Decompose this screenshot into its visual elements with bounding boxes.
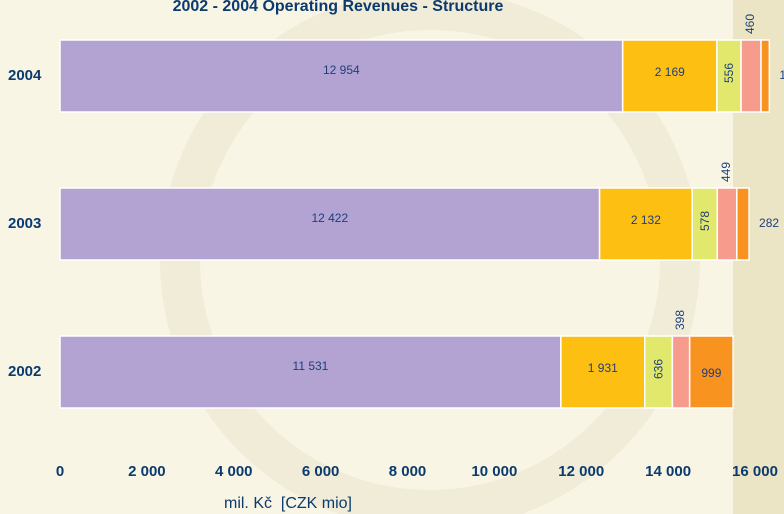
data-label: 191 bbox=[779, 68, 784, 82]
data-label: 1 931 bbox=[588, 361, 618, 375]
bar-segment bbox=[621, 39, 718, 113]
data-label: 460 bbox=[743, 14, 757, 34]
data-label: 12 954 bbox=[323, 63, 360, 77]
x-tick-label: 14 000 bbox=[645, 463, 691, 480]
data-label: 556 bbox=[722, 63, 736, 83]
x-tick-label: 4 000 bbox=[215, 463, 253, 480]
bar-segment bbox=[716, 39, 742, 113]
bar-segment bbox=[59, 335, 562, 409]
data-label: 2 169 bbox=[655, 65, 685, 79]
x-axis-label: mil. Kč [CZK mio] bbox=[224, 495, 352, 512]
x-tick-label: 6 000 bbox=[302, 463, 340, 480]
bar-segment bbox=[671, 335, 691, 409]
bar-segment bbox=[560, 335, 646, 409]
data-label: 11 531 bbox=[293, 359, 329, 373]
data-label: 2 132 bbox=[631, 213, 661, 227]
x-tick-label: 16 000 bbox=[732, 463, 778, 480]
bar-segment bbox=[644, 335, 674, 409]
x-tick-label: 10 000 bbox=[471, 463, 517, 480]
bar-segment bbox=[760, 39, 771, 113]
x-tick-label: 2 000 bbox=[128, 463, 166, 480]
y-tick-label: 2004 bbox=[8, 67, 42, 84]
data-label: 999 bbox=[701, 366, 721, 380]
data-label: 12 422 bbox=[311, 211, 348, 225]
bar-segment bbox=[59, 39, 624, 113]
bar-segment bbox=[598, 187, 693, 261]
data-label: 636 bbox=[652, 359, 666, 379]
data-label: 449 bbox=[719, 162, 733, 182]
bar-segment bbox=[59, 187, 601, 261]
bar-segment bbox=[740, 39, 762, 113]
y-tick-label: 2002 bbox=[8, 363, 41, 380]
y-tick-label: 2003 bbox=[8, 215, 41, 232]
bar-segment bbox=[736, 187, 750, 261]
x-tick-label: 12 000 bbox=[558, 463, 604, 480]
data-label: 398 bbox=[673, 310, 687, 330]
x-tick-label: 8 000 bbox=[389, 463, 427, 480]
chart-title: 2002 - 2004 Operating Revenues - Structu… bbox=[173, 0, 504, 15]
x-tick-label: 0 bbox=[56, 463, 64, 480]
bar-segment bbox=[716, 187, 738, 261]
data-label: 578 bbox=[698, 211, 712, 231]
data-label: 282 bbox=[759, 216, 779, 230]
bar-segment bbox=[688, 335, 734, 409]
